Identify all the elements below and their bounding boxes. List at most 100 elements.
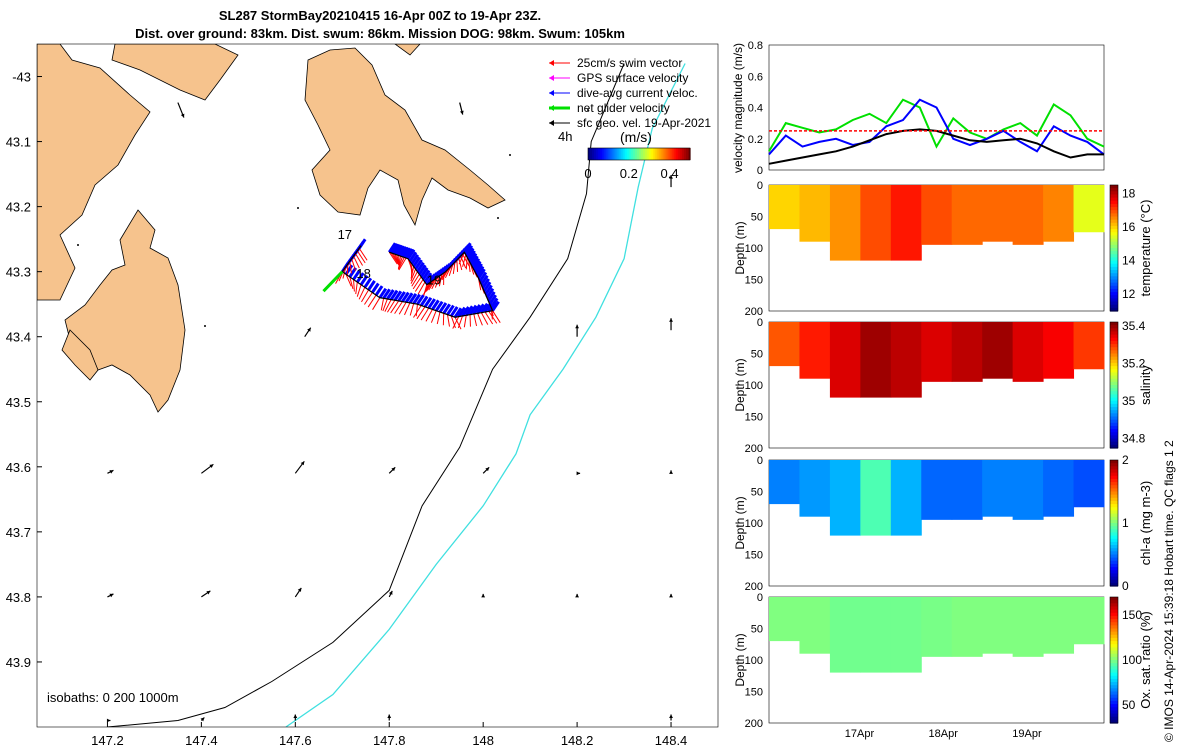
swim-vector bbox=[372, 297, 381, 310]
depth-section-cell bbox=[860, 322, 892, 398]
geo-velocity-arrowhead bbox=[206, 590, 211, 595]
colorbar-segment bbox=[1110, 631, 1118, 636]
colorbar-segment bbox=[1110, 622, 1118, 626]
colorbar-segment bbox=[675, 148, 679, 160]
colorbar-segment bbox=[1110, 378, 1118, 383]
geo-velocity-arrowhead bbox=[669, 318, 673, 322]
dive-current-vector bbox=[359, 274, 369, 286]
dive-current-vector bbox=[423, 272, 433, 283]
colorbar-segment bbox=[1110, 704, 1118, 708]
colorbar-segment bbox=[673, 148, 677, 160]
dive-current-vector bbox=[401, 246, 410, 258]
swim-vector bbox=[346, 263, 349, 276]
depth-tick-label: 200 bbox=[745, 306, 763, 318]
colorbar-segment bbox=[1110, 410, 1118, 414]
colorbar-segment bbox=[614, 148, 618, 160]
colorbar-segment bbox=[1110, 707, 1118, 711]
glider-track-line bbox=[341, 245, 494, 318]
x-tick-label: 147.6 bbox=[279, 733, 312, 748]
depth-ylabel: Depth (m) bbox=[733, 633, 747, 686]
dive-current-vector bbox=[418, 264, 427, 276]
swim-vector bbox=[409, 303, 415, 316]
colorbar-segment bbox=[1110, 532, 1118, 537]
colorbar-tick-label: 14 bbox=[1122, 254, 1136, 268]
colorbar-segment bbox=[1110, 292, 1118, 296]
colorbar-segment bbox=[1110, 554, 1118, 559]
depth-section-cell bbox=[890, 185, 922, 261]
colorbar-segment bbox=[1110, 466, 1118, 471]
swim-vector bbox=[390, 300, 400, 314]
depth-section-cell bbox=[1073, 597, 1105, 645]
colorbar-segment bbox=[1110, 688, 1118, 693]
swim-vector bbox=[420, 307, 430, 321]
dive-current-vector bbox=[404, 248, 414, 259]
colorbar-segment bbox=[1110, 597, 1118, 601]
geo-velocity-arrowhead bbox=[300, 461, 305, 466]
colorbar-segment bbox=[1110, 307, 1118, 312]
swim-vector bbox=[398, 257, 407, 271]
colorbar-segment bbox=[1110, 425, 1118, 430]
depth-tick-label: 0 bbox=[757, 180, 763, 192]
swim-vector bbox=[380, 298, 385, 311]
swim-vector bbox=[397, 257, 405, 270]
depth-section-cell bbox=[921, 460, 953, 520]
swim-vector bbox=[410, 268, 417, 282]
colorbar-label: chl-a (mg m-3) bbox=[1138, 481, 1153, 566]
colorbar-tick-label: 0 bbox=[1122, 579, 1129, 593]
legend-arrowhead bbox=[549, 90, 554, 96]
y-tick-label: 43.7 bbox=[6, 525, 31, 540]
colorbar-segment bbox=[661, 148, 665, 160]
colorbar-segment bbox=[1110, 641, 1118, 645]
depth-section-cell bbox=[1073, 185, 1105, 233]
colorbar-segment bbox=[1110, 548, 1118, 552]
colorbar-segment bbox=[1110, 612, 1118, 617]
colorbar-segment bbox=[1110, 328, 1118, 333]
y-tick-label: 43.5 bbox=[6, 395, 31, 410]
depth-section-cell bbox=[829, 597, 861, 673]
colorbar-segment bbox=[639, 148, 642, 160]
colorbar-segment bbox=[1110, 200, 1118, 205]
swim-vector bbox=[414, 279, 424, 292]
dive-current-vector bbox=[470, 255, 479, 266]
colorbar-segment bbox=[685, 148, 689, 160]
dive-current-vector bbox=[419, 295, 429, 307]
dive-current-vector bbox=[468, 304, 478, 316]
depth-section-cell bbox=[951, 185, 983, 245]
swim-vector bbox=[416, 306, 426, 320]
swim-vector bbox=[410, 271, 418, 284]
colorbar-segment bbox=[1110, 719, 1118, 724]
depth-section-cell bbox=[769, 460, 800, 505]
depth-section-cell bbox=[1073, 460, 1105, 508]
dive-current-vector bbox=[403, 247, 412, 259]
depth-tick-label: 0 bbox=[757, 317, 763, 329]
colorbar-segment bbox=[657, 148, 660, 160]
colorbar-segment bbox=[1110, 678, 1118, 683]
swim-vector bbox=[390, 252, 400, 266]
geo-velocity-arrowhead bbox=[180, 113, 185, 118]
colorbar-tick-label: 0.4 bbox=[661, 166, 679, 181]
swim-vector bbox=[430, 310, 437, 323]
colorbar-segment bbox=[1110, 535, 1118, 540]
legend-label: net glider velocity bbox=[577, 101, 670, 115]
legend-label: 25cm/s swim vector bbox=[577, 56, 682, 70]
velocity-axes-frame bbox=[768, 44, 1105, 171]
colorbar-segment bbox=[1110, 713, 1118, 718]
depth-section-cell bbox=[799, 322, 831, 379]
colorbar-segment bbox=[1110, 663, 1118, 667]
colorbar-segment bbox=[1110, 551, 1118, 556]
colorbar-segment bbox=[590, 148, 593, 160]
colorbar-segment bbox=[1110, 560, 1118, 565]
depth-section-cell bbox=[1043, 185, 1075, 242]
colorbar-segment bbox=[1110, 203, 1118, 208]
dive-current-vector bbox=[387, 242, 397, 253]
depth-tick-label: 100 bbox=[745, 380, 763, 392]
dive-current-vector bbox=[416, 261, 425, 273]
swim-vector bbox=[398, 301, 407, 315]
swim-vector bbox=[473, 313, 478, 327]
y-tick-label: 43.6 bbox=[6, 460, 31, 475]
depth-section-cell bbox=[829, 322, 861, 398]
colorbar-segment bbox=[596, 148, 599, 160]
dive-current-vector bbox=[397, 291, 406, 302]
colorbar-segment bbox=[1110, 359, 1118, 364]
colorbar-segment bbox=[1110, 510, 1118, 515]
